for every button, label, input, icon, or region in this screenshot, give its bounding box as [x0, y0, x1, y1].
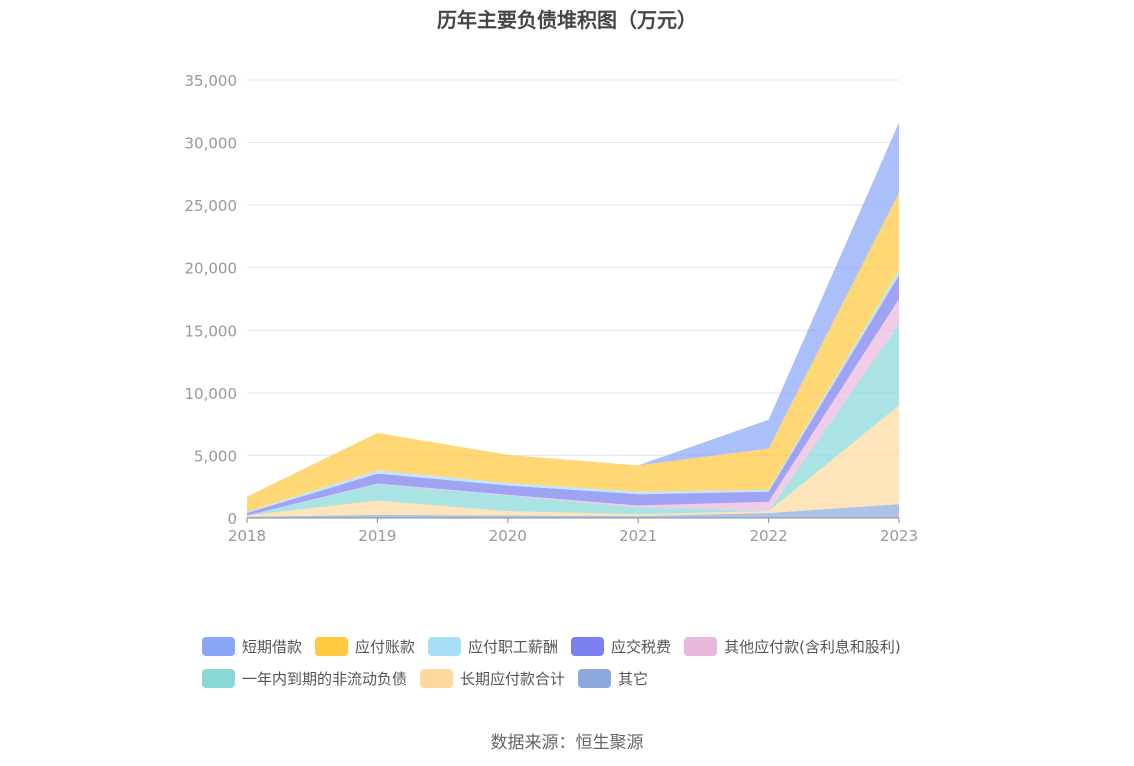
x-tick-label: 2019 — [358, 527, 396, 545]
x-tick-label: 2020 — [489, 527, 527, 545]
legend-item[interactable]: 长期应付款合计 — [420, 668, 565, 689]
stacked-area-chart: 0 5,000 10,000 15,000 20,000 25,000 30,000 35,0… — [185, 72, 919, 545]
y-tick-label: 20,000 — [185, 260, 238, 278]
area-长期应付款合计[interactable] — [247, 405, 899, 517]
legend-swatch — [578, 668, 612, 688]
y-tick-label: 10,000 — [185, 385, 238, 403]
legend-row-1: 短期借款 应付账款 应付职工薪酬 应交税费 其他应付款(含利息和股利) — [202, 630, 962, 662]
legend-swatch — [428, 636, 462, 656]
legend-label: 短期借款 — [242, 637, 303, 656]
y-tick-label: 5,000 — [194, 447, 237, 465]
chart-title: 历年主要负债堆积图（万元） — [437, 8, 697, 32]
legend-label: 应付账款 — [355, 637, 416, 656]
area-其它[interactable] — [247, 504, 899, 518]
legend-swatch — [571, 636, 605, 656]
legend-item[interactable]: 其他应付款(含利息和股利) — [684, 636, 901, 657]
legend-label: 应交税费 — [611, 637, 672, 656]
legend-item[interactable]: 应付账款 — [315, 636, 415, 657]
legend-swatch — [202, 636, 235, 656]
legend-item[interactable]: 其它 — [578, 668, 648, 689]
legend-row-2: 一年内到期的非流动负债 长期应付款合计 其它 — [202, 662, 962, 694]
legend-swatch — [315, 636, 349, 656]
area-应付账款[interactable] — [247, 192, 899, 512]
y-axis: 0 5,000 10,000 15,000 20,000 25,000 30,000 35,0… — [185, 72, 238, 528]
legend-label: 其它 — [618, 669, 649, 688]
data-source: 数据来源：恒生聚源 — [490, 733, 644, 753]
x-tick-label: 2023 — [880, 527, 918, 545]
legend-swatch — [420, 668, 454, 688]
legend: 短期借款 应付账款 应付职工薪酬 应交税费 其他应付款(含利息和股利) 一年内到期的非流… — [202, 630, 962, 694]
y-tick-label: 25,000 — [185, 197, 238, 215]
legend-item[interactable]: 应付职工薪酬 — [428, 636, 558, 657]
y-tick-label: 0 — [227, 510, 237, 528]
legend-label: 长期应付款合计 — [460, 669, 566, 688]
x-tick-label: 2022 — [750, 527, 788, 545]
y-tick-label: 35,000 — [185, 72, 238, 90]
legend-label: 其他应付款(含利息和股利) — [724, 637, 901, 656]
x-tick-label: 2021 — [619, 527, 657, 545]
legend-swatch — [684, 636, 718, 656]
y-tick-label: 30,000 — [185, 135, 238, 153]
legend-label: 一年内到期的非流动负债 — [242, 669, 408, 688]
x-tick-label: 2018 — [228, 527, 266, 545]
legend-swatch — [202, 668, 235, 688]
y-tick-label: 15,000 — [185, 322, 238, 340]
legend-item[interactable]: 短期借款 — [202, 636, 302, 657]
x-axis: 2018 2019 2020 2021 2022 2023 — [228, 517, 918, 545]
legend-item[interactable]: 一年内到期的非流动负债 — [202, 668, 407, 689]
legend-label: 应付职工薪酬 — [468, 637, 559, 656]
area-series — [247, 122, 899, 518]
legend-item[interactable]: 应交税费 — [571, 636, 671, 657]
